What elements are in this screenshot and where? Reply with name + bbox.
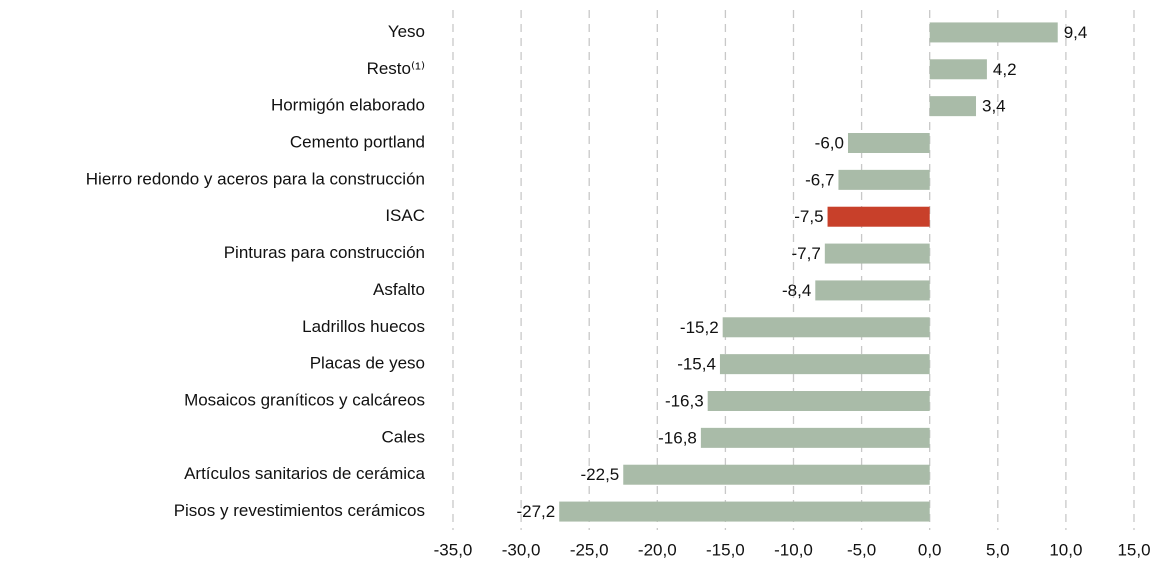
- value-label: -27,2: [516, 502, 555, 521]
- category-label: Yeso: [388, 22, 425, 41]
- x-tick-label: -5,0: [847, 540, 876, 559]
- bar: [722, 317, 930, 338]
- x-tick-label: 10,0: [1049, 540, 1082, 559]
- bar: [929, 22, 1058, 43]
- category-label: Pisos y revestimientos cerámicos: [174, 501, 425, 520]
- category-label: Resto⁽¹⁾: [367, 59, 425, 78]
- bar: [838, 169, 930, 190]
- value-label: -7,5: [794, 207, 823, 226]
- bar: [700, 427, 930, 448]
- value-label: -16,3: [665, 391, 704, 410]
- bar: [559, 501, 930, 522]
- category-label: Asfalto: [373, 280, 425, 299]
- x-tick-label: -35,0: [434, 540, 473, 559]
- x-tick-label: 5,0: [986, 540, 1010, 559]
- value-label: -22,5: [581, 465, 620, 484]
- value-label: -7,7: [792, 244, 821, 263]
- category-label: Ladrillos huecos: [302, 317, 425, 336]
- value-label: -6,0: [815, 133, 844, 152]
- bar: [815, 280, 930, 301]
- value-label: 3,4: [982, 97, 1006, 116]
- value-label: -15,2: [680, 318, 719, 337]
- value-label: -15,4: [677, 355, 716, 374]
- value-label: 4,2: [993, 60, 1017, 79]
- x-tick-label: -10,0: [774, 540, 813, 559]
- bar: [707, 391, 930, 411]
- x-tick-label: -25,0: [570, 540, 609, 559]
- value-label: -16,8: [658, 428, 697, 447]
- x-tick-label: -30,0: [502, 540, 541, 559]
- x-tick-label: -15,0: [706, 540, 745, 559]
- category-label: Artículos sanitarios de cerámica: [184, 464, 425, 483]
- bar: [719, 354, 930, 375]
- category-label: Cemento portland: [290, 132, 425, 151]
- category-label: Hormigón elaborado: [271, 96, 425, 115]
- x-tick-label: 0,0: [918, 540, 942, 559]
- bar: [929, 96, 977, 117]
- bar: [824, 243, 930, 264]
- value-label: -6,7: [805, 170, 834, 189]
- x-tick-label: 15,0: [1117, 540, 1150, 559]
- bar: [847, 133, 930, 153]
- bar: [623, 464, 930, 485]
- value-label: -8,4: [782, 281, 811, 300]
- category-label: ISAC: [385, 206, 425, 225]
- bar: [929, 59, 987, 80]
- category-label: Mosaicos graníticos y calcáreos: [184, 390, 425, 409]
- category-label: Pinturas para construcción: [224, 243, 425, 262]
- bar: [827, 206, 930, 227]
- category-label: Cales: [382, 427, 425, 446]
- x-tick-label: -20,0: [638, 540, 677, 559]
- value-label: 9,4: [1064, 23, 1088, 42]
- category-label: Placas de yeso: [310, 354, 425, 373]
- category-label: Hierro redondo y aceros para la construc…: [86, 169, 425, 188]
